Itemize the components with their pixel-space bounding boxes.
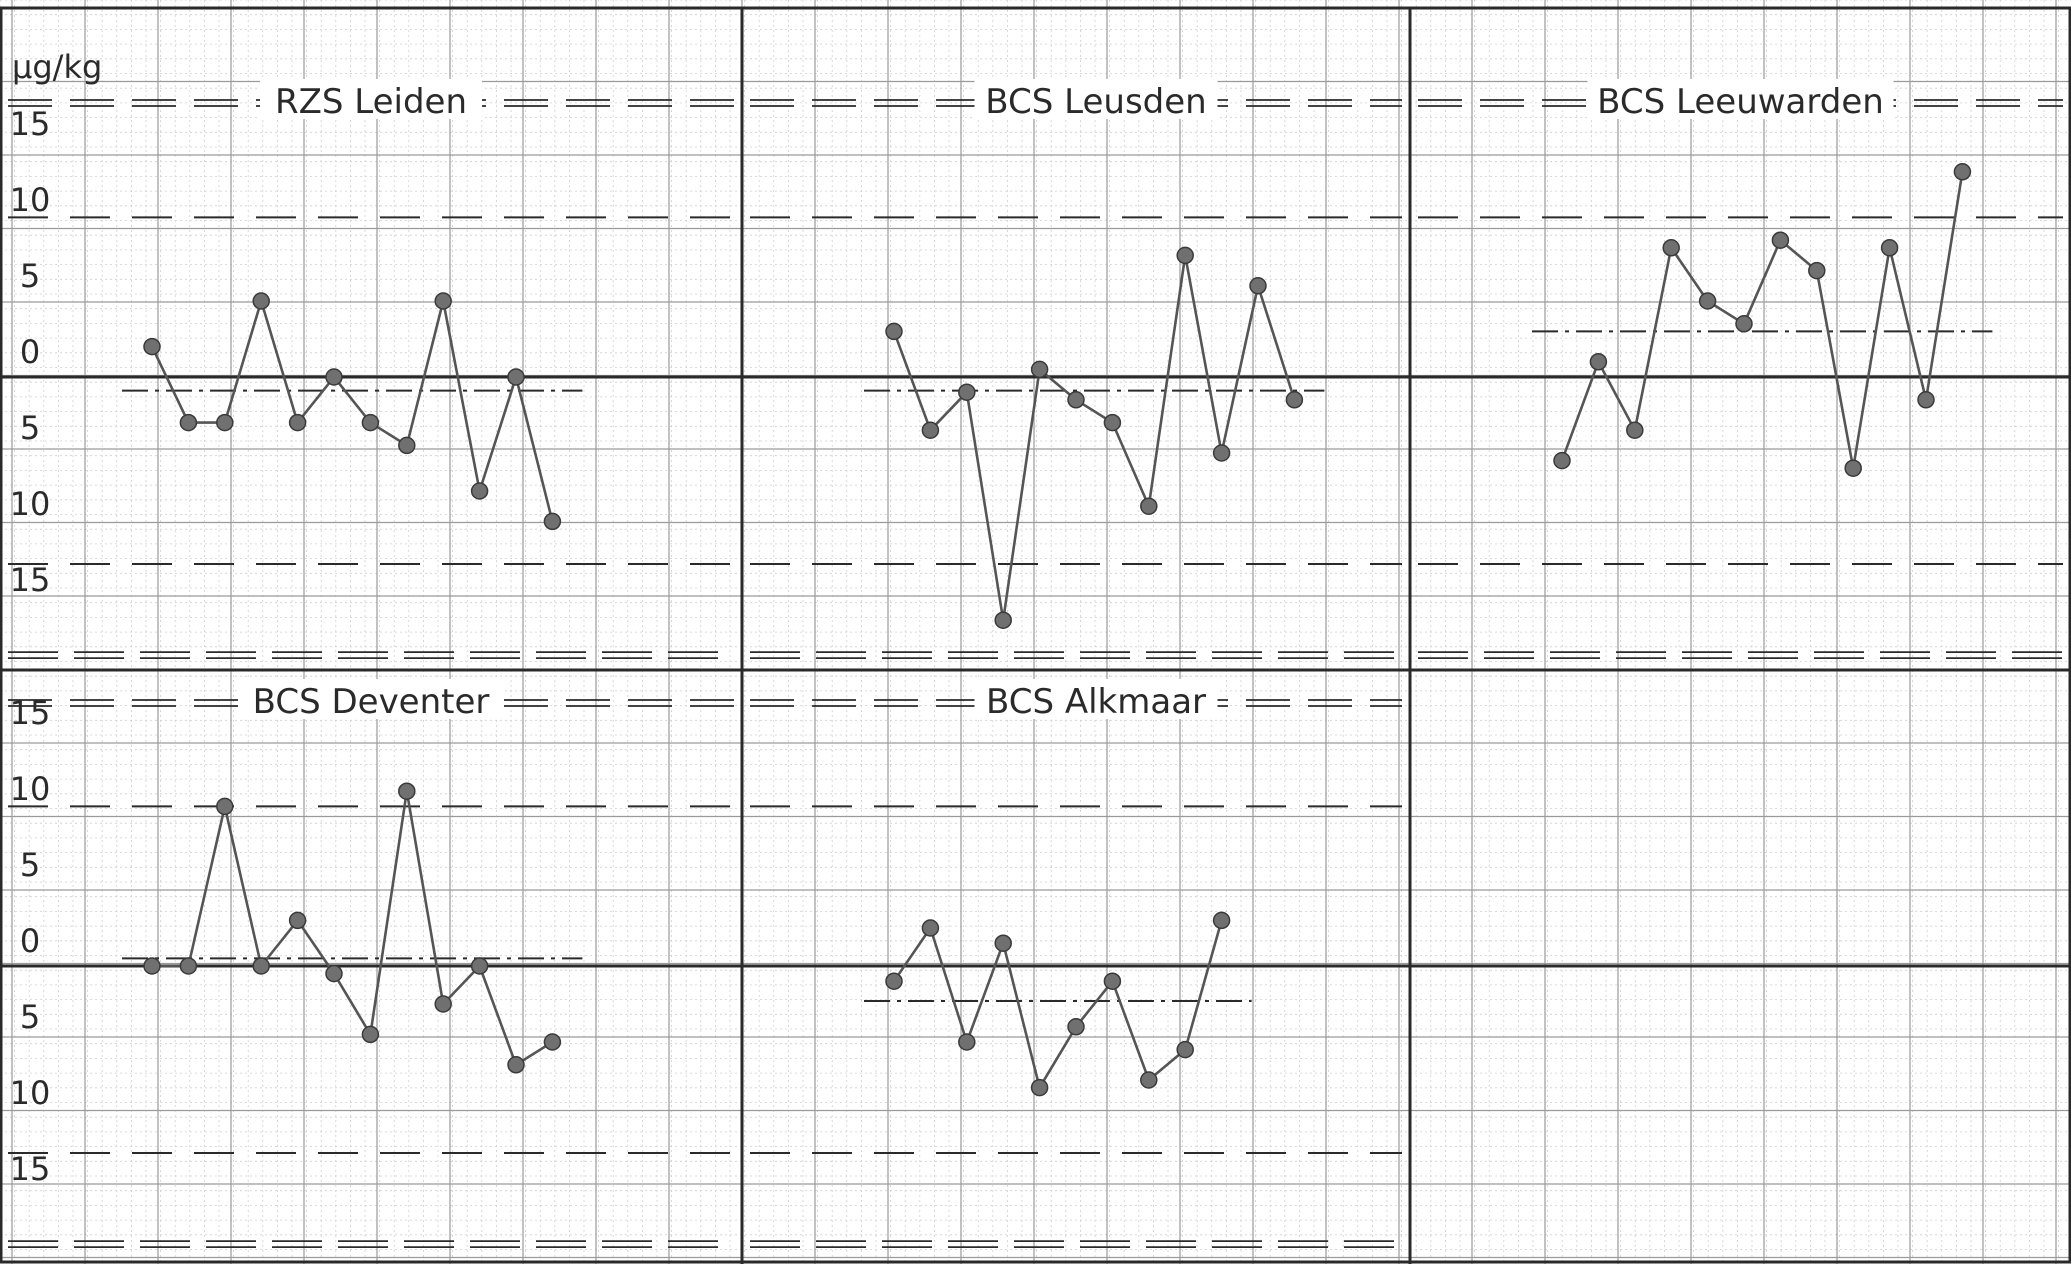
panel-title: BCS Alkmaar bbox=[986, 682, 1206, 722]
panel-title: BCS Leusden bbox=[985, 82, 1206, 122]
data-point bbox=[1553, 451, 1571, 470]
data-point bbox=[958, 383, 976, 401]
data-point bbox=[252, 292, 270, 310]
data-point bbox=[1844, 459, 1862, 477]
data-point bbox=[288, 413, 307, 432]
data-point bbox=[470, 957, 489, 975]
data-point bbox=[1285, 391, 1304, 409]
y-tick-label: 0 bbox=[20, 333, 40, 371]
data-point bbox=[543, 1033, 562, 1051]
data-point bbox=[1953, 163, 1972, 181]
data-point bbox=[1880, 239, 1899, 257]
chart-panel-2: BCS Leusden bbox=[742, 79, 1410, 660]
data-point bbox=[921, 421, 940, 439]
data-point bbox=[216, 413, 234, 432]
series-line bbox=[892, 920, 1223, 1089]
panel-title: RZS Leiden bbox=[275, 82, 467, 122]
data-point bbox=[325, 964, 343, 983]
data-point bbox=[543, 512, 562, 531]
data-point bbox=[994, 934, 1012, 952]
data-point bbox=[1212, 911, 1231, 930]
data-point bbox=[1140, 1071, 1158, 1089]
data-point bbox=[361, 413, 380, 432]
y-tick-label: 10 bbox=[10, 181, 51, 219]
data-point bbox=[288, 911, 307, 930]
data-point bbox=[143, 337, 161, 356]
data-point bbox=[1030, 360, 1049, 379]
data-point bbox=[1917, 391, 1935, 409]
y-tick-label: 5 bbox=[20, 998, 40, 1036]
title-backing bbox=[260, 79, 482, 119]
title-backing bbox=[239, 679, 503, 719]
data-point bbox=[1103, 972, 1122, 990]
data-point bbox=[216, 797, 234, 816]
panel-title: BCS Leeuwarden bbox=[1597, 82, 1884, 122]
data-point bbox=[398, 436, 416, 455]
data-point bbox=[885, 972, 903, 990]
data-point bbox=[1589, 353, 1608, 371]
data-point bbox=[179, 413, 198, 432]
title-backing bbox=[974, 79, 1218, 119]
y-tick-label: 15 bbox=[10, 561, 51, 599]
data-point bbox=[434, 292, 452, 310]
chart-panel-4: BCS Deventer bbox=[0, 679, 742, 1249]
data-point bbox=[179, 957, 198, 975]
series-line bbox=[152, 789, 554, 1067]
data-point bbox=[1067, 1018, 1085, 1036]
data-point bbox=[507, 368, 525, 386]
data-point bbox=[143, 957, 161, 975]
data-point bbox=[1212, 444, 1231, 462]
data-point bbox=[470, 482, 489, 500]
y-tick-label: 15 bbox=[10, 694, 51, 732]
data-point bbox=[1771, 231, 1790, 249]
data-point bbox=[958, 1033, 976, 1051]
data-point bbox=[507, 1056, 525, 1074]
data-point bbox=[1662, 239, 1680, 257]
data-point bbox=[885, 322, 903, 341]
series-line bbox=[1560, 171, 1964, 470]
data-point bbox=[252, 957, 270, 975]
data-point bbox=[921, 919, 940, 937]
data-point bbox=[1030, 1078, 1049, 1097]
data-point bbox=[1140, 497, 1158, 515]
outer-frame bbox=[0, 6, 2071, 1264]
y-axis-labels: µg/kg 15 10 5 0 5 10 15 15 10 5 0 5 10 15 bbox=[10, 48, 103, 1188]
title-backing bbox=[1587, 79, 1894, 119]
series-line bbox=[892, 254, 1296, 622]
data-point bbox=[1698, 292, 1717, 310]
title-backing bbox=[974, 679, 1218, 719]
y-tick-label: 15 bbox=[10, 105, 51, 143]
y-tick-label: 0 bbox=[20, 922, 40, 960]
data-point bbox=[1103, 413, 1122, 432]
data-point bbox=[398, 782, 416, 800]
chart-panel-3: BCS Leeuwarden bbox=[1410, 79, 2071, 660]
data-point bbox=[1249, 277, 1267, 295]
chart-panel-1: RZS Leiden bbox=[0, 79, 742, 660]
data-point bbox=[1808, 261, 1826, 280]
data-point bbox=[1626, 421, 1644, 439]
y-tick-label: 5 bbox=[20, 409, 40, 447]
data-point bbox=[434, 995, 452, 1013]
data-point bbox=[1067, 391, 1085, 409]
y-tick-label: 5 bbox=[20, 257, 40, 295]
data-point bbox=[1735, 315, 1753, 333]
unit-label: µg/kg bbox=[12, 48, 102, 86]
data-point bbox=[361, 1025, 380, 1044]
y-tick-label: 10 bbox=[10, 770, 51, 808]
chart-panel-5: BCS Alkmaar bbox=[742, 679, 1410, 1249]
chart-panels: RZS Leiden BCS Leusden BCS Leeuwarden BCS D… bbox=[0, 6, 2071, 1264]
y-tick-label: 10 bbox=[10, 485, 51, 523]
data-point bbox=[1176, 246, 1194, 265]
data-point bbox=[325, 368, 343, 386]
panel-title: BCS Deventer bbox=[253, 682, 490, 722]
data-point bbox=[1176, 1040, 1194, 1059]
y-tick-label: 10 bbox=[10, 1074, 51, 1112]
y-tick-label: 15 bbox=[10, 1150, 51, 1188]
data-point bbox=[994, 611, 1012, 629]
y-tick-label: 5 bbox=[20, 846, 40, 884]
